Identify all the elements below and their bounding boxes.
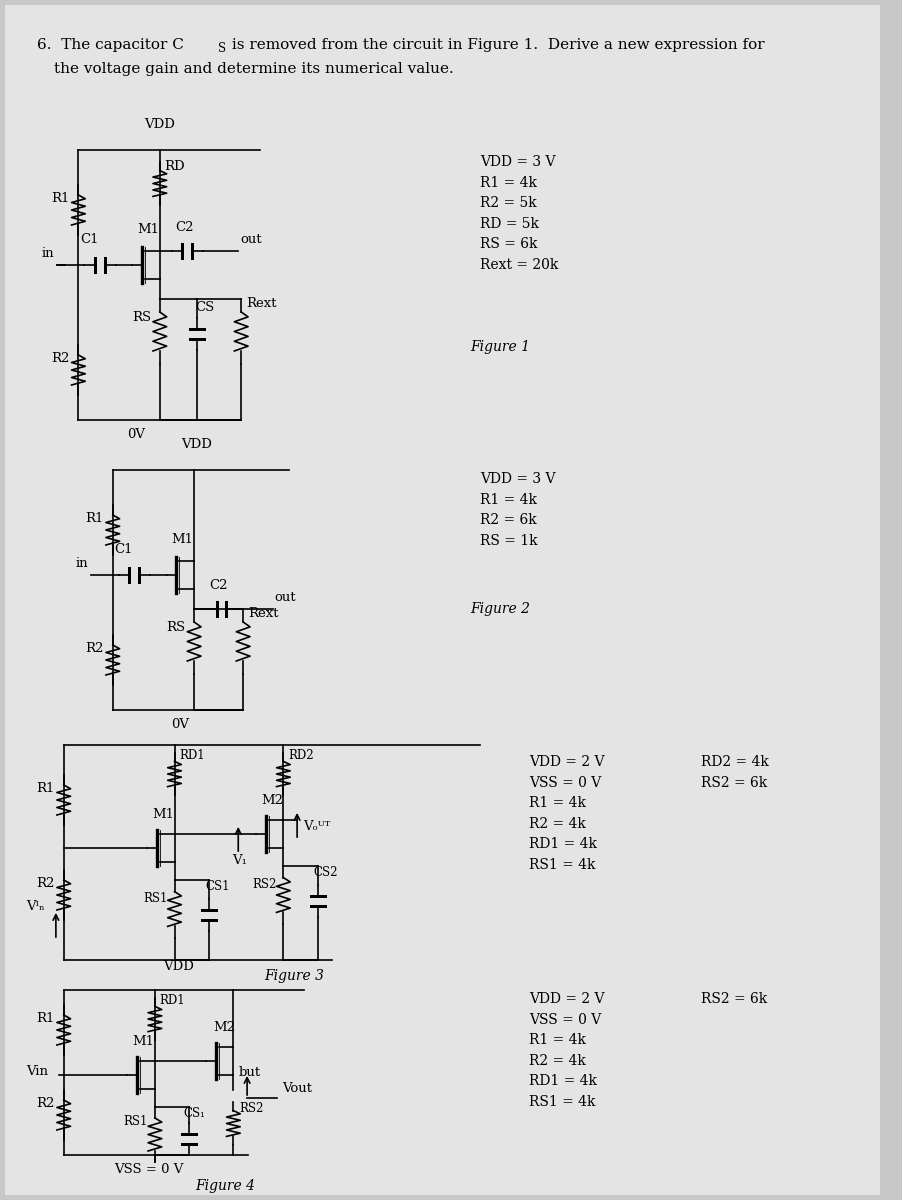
- Text: C2: C2: [208, 578, 227, 592]
- Text: Figure 4: Figure 4: [196, 1178, 255, 1193]
- Text: 0V: 0V: [127, 428, 145, 440]
- Text: VDD = 2 V
VSS = 0 V
R1 = 4k
R2 = 4k
RD1 = 4k
RS1 = 4k: VDD = 2 V VSS = 0 V R1 = 4k R2 = 4k RD1 …: [529, 755, 604, 872]
- Text: RD2 = 4k
RS2 = 6k: RD2 = 4k RS2 = 6k: [700, 755, 769, 790]
- Text: Rext: Rext: [246, 296, 276, 310]
- Text: RS1: RS1: [143, 892, 168, 905]
- Text: RD2: RD2: [288, 749, 314, 762]
- Text: C1: C1: [80, 233, 99, 246]
- Text: out: out: [274, 590, 296, 604]
- Text: C2: C2: [175, 221, 194, 234]
- Text: Figure 1: Figure 1: [470, 340, 530, 354]
- Text: R2: R2: [36, 1097, 55, 1110]
- Text: out: out: [240, 233, 262, 246]
- Text: VDD = 3 V
R1 = 4k
R2 = 6k
RS = 1k: VDD = 3 V R1 = 4k R2 = 6k RS = 1k: [480, 472, 556, 547]
- Text: S: S: [217, 42, 226, 55]
- Text: Rext: Rext: [248, 607, 278, 620]
- Text: M1: M1: [171, 533, 193, 546]
- Text: CS1: CS1: [205, 880, 229, 893]
- Text: R2: R2: [85, 642, 104, 655]
- Text: RS1: RS1: [124, 1115, 148, 1128]
- Text: the voltage gain and determine its numerical value.: the voltage gain and determine its numer…: [54, 62, 453, 76]
- Text: but: but: [238, 1066, 260, 1079]
- Text: RD1: RD1: [160, 994, 185, 1007]
- Text: R1: R1: [36, 1012, 55, 1025]
- Text: M2: M2: [261, 794, 282, 806]
- Text: RD1: RD1: [179, 749, 205, 762]
- Text: M1: M1: [133, 1034, 154, 1048]
- Text: is removed from the circuit in Figure 1.  Derive a new expression for: is removed from the circuit in Figure 1.…: [227, 38, 764, 52]
- Text: M1: M1: [152, 808, 174, 821]
- Text: VDD = 3 V
R1 = 4k
R2 = 5k
RD = 5k
RS = 6k
Rext = 20k: VDD = 3 V R1 = 4k R2 = 5k RD = 5k RS = 6…: [480, 155, 558, 272]
- Text: CS2: CS2: [313, 866, 338, 878]
- Text: RS: RS: [133, 311, 152, 324]
- Text: M2: M2: [214, 1021, 235, 1034]
- Text: C1: C1: [115, 542, 133, 556]
- Text: Vₒᵁᵀ: Vₒᵁᵀ: [303, 820, 330, 833]
- Text: R1: R1: [36, 782, 55, 794]
- Text: Vout: Vout: [282, 1082, 312, 1094]
- Text: RS: RS: [167, 622, 186, 634]
- Text: Vᴵₙ: Vᴵₙ: [26, 900, 45, 913]
- Text: 6.  The capacitor C: 6. The capacitor C: [37, 38, 184, 52]
- Text: 0V: 0V: [171, 718, 189, 731]
- Text: RS2: RS2: [252, 878, 276, 890]
- Text: RS2: RS2: [239, 1102, 263, 1115]
- Text: R2: R2: [51, 352, 69, 365]
- Text: Figure 2: Figure 2: [470, 602, 530, 616]
- Text: M1: M1: [137, 223, 159, 236]
- FancyBboxPatch shape: [5, 5, 879, 1195]
- Text: V₁: V₁: [232, 854, 247, 866]
- Text: Vin: Vin: [26, 1066, 49, 1078]
- Text: RD: RD: [164, 160, 185, 173]
- Text: in: in: [76, 557, 88, 570]
- Text: in: in: [41, 247, 54, 260]
- Text: CS₁: CS₁: [183, 1106, 205, 1120]
- Text: CS: CS: [195, 301, 214, 314]
- Text: R1: R1: [85, 512, 104, 526]
- Text: R2: R2: [36, 877, 55, 890]
- Text: VDD: VDD: [180, 438, 211, 451]
- Text: VDD = 2 V
VSS = 0 V
R1 = 4k
R2 = 4k
RD1 = 4k
RS1 = 4k: VDD = 2 V VSS = 0 V R1 = 4k R2 = 4k RD1 …: [529, 992, 604, 1109]
- Text: R1: R1: [51, 192, 69, 205]
- Text: VDD: VDD: [143, 118, 175, 131]
- Text: RS2 = 6k: RS2 = 6k: [700, 992, 767, 1006]
- Text: Figure 3: Figure 3: [264, 970, 324, 983]
- Text: VDD: VDD: [163, 960, 194, 973]
- Text: VSS = 0 V: VSS = 0 V: [114, 1163, 183, 1176]
